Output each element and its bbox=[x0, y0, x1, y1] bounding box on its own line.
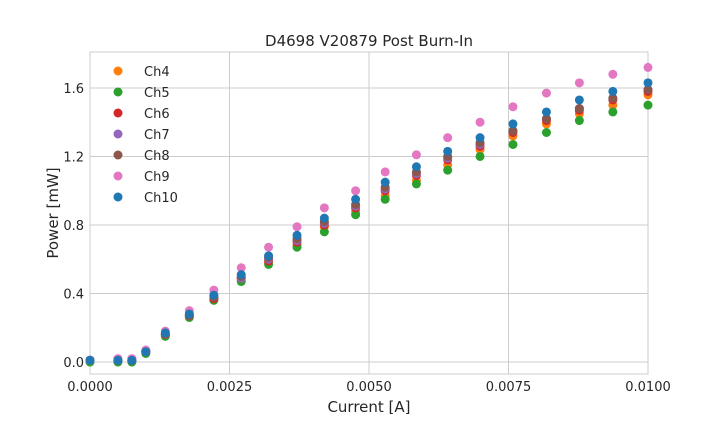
data-point-ch5 bbox=[319, 227, 329, 237]
data-point-ch10 bbox=[319, 213, 329, 223]
data-point-ch10 bbox=[443, 146, 453, 156]
legend-marker-ch10 bbox=[113, 192, 123, 202]
legend-label-ch5: Ch5 bbox=[144, 86, 170, 101]
data-point-ch8 bbox=[608, 93, 618, 103]
data-point-ch9 bbox=[643, 62, 653, 72]
legend-marker-ch8 bbox=[113, 150, 123, 160]
data-point-ch9 bbox=[292, 222, 302, 232]
data-point-ch10 bbox=[209, 290, 219, 300]
x-tick-label: 0.0075 bbox=[486, 380, 532, 395]
data-point-ch9 bbox=[574, 78, 584, 88]
legend-label-ch9: Ch9 bbox=[144, 170, 170, 185]
data-point-ch9 bbox=[475, 117, 485, 127]
legend-label-ch8: Ch8 bbox=[144, 149, 170, 164]
y-tick-label: 0.0 bbox=[63, 356, 84, 371]
data-point-ch10 bbox=[508, 119, 518, 129]
data-point-ch10 bbox=[292, 230, 302, 240]
data-point-ch9 bbox=[411, 150, 421, 160]
chart-title: D4698 V20879 Post Burn-In bbox=[265, 32, 473, 50]
data-point-ch8 bbox=[541, 114, 551, 124]
data-point-ch10 bbox=[127, 355, 137, 365]
data-point-ch10 bbox=[236, 270, 246, 280]
legend-label-ch7: Ch7 bbox=[144, 128, 170, 143]
data-points bbox=[85, 62, 653, 367]
data-point-ch5 bbox=[380, 194, 390, 204]
data-point-ch10 bbox=[574, 95, 584, 105]
ticks: 0.0000 0.0025 0.0050 0.0075 0.0100 0.0 0.4 0.8 1… bbox=[63, 82, 670, 395]
data-point-ch5 bbox=[608, 107, 618, 117]
x-axis-label: Current [A] bbox=[327, 398, 410, 416]
data-point-ch5 bbox=[351, 210, 361, 220]
legend-marker-ch9 bbox=[113, 171, 123, 181]
x-tick-label: 0.0025 bbox=[207, 380, 253, 395]
y-tick-label: 0.4 bbox=[63, 288, 84, 303]
data-point-ch5 bbox=[475, 151, 485, 161]
legend: Ch4 Ch5 Ch6 Ch7 Ch8 Ch9 Ch10 bbox=[113, 65, 178, 206]
data-point-ch10 bbox=[141, 347, 151, 357]
data-point-ch5 bbox=[574, 116, 584, 126]
data-point-ch9 bbox=[608, 69, 618, 79]
data-point-ch5 bbox=[541, 128, 551, 137]
x-tick-label: 0.0050 bbox=[346, 380, 392, 395]
x-tick-label: 0.0100 bbox=[625, 380, 671, 395]
data-point-ch8 bbox=[508, 126, 518, 136]
series-ch10 bbox=[85, 78, 653, 365]
legend-marker-ch4 bbox=[113, 66, 123, 76]
data-point-ch10 bbox=[608, 86, 618, 96]
data-point-ch10 bbox=[380, 177, 390, 187]
legend-marker-ch7 bbox=[113, 129, 123, 139]
x-tick-label: 0.0000 bbox=[67, 380, 113, 395]
data-point-ch10 bbox=[113, 355, 123, 365]
data-point-ch5 bbox=[643, 100, 653, 110]
legend-label-ch6: Ch6 bbox=[144, 107, 170, 122]
data-point-ch10 bbox=[85, 355, 95, 365]
legend-marker-ch5 bbox=[113, 87, 123, 97]
data-point-ch9 bbox=[264, 242, 274, 252]
data-point-ch10 bbox=[160, 328, 170, 338]
data-point-ch10 bbox=[411, 162, 421, 172]
data-point-ch10 bbox=[264, 251, 274, 261]
data-point-ch10 bbox=[475, 133, 485, 143]
data-point-ch10 bbox=[351, 194, 361, 204]
data-point-ch9 bbox=[236, 263, 246, 273]
data-point-ch5 bbox=[443, 165, 453, 175]
data-point-ch5 bbox=[411, 179, 421, 189]
data-point-ch8 bbox=[574, 104, 584, 114]
data-point-ch9 bbox=[443, 133, 453, 143]
data-point-ch9 bbox=[541, 88, 551, 98]
grid bbox=[89, 52, 649, 374]
data-point-ch9 bbox=[508, 102, 518, 112]
data-point-ch10 bbox=[643, 78, 653, 88]
data-point-ch10 bbox=[541, 107, 551, 117]
legend-label-ch10: Ch10 bbox=[144, 191, 178, 206]
legend-label-ch4: Ch4 bbox=[144, 65, 170, 80]
y-tick-label: 0.8 bbox=[63, 219, 84, 234]
data-point-ch9 bbox=[380, 167, 390, 177]
data-point-ch5 bbox=[508, 139, 518, 149]
y-tick-label: 1.2 bbox=[63, 150, 84, 165]
y-tick-label: 1.6 bbox=[63, 82, 84, 97]
data-point-ch8 bbox=[643, 85, 653, 95]
data-point-ch9 bbox=[319, 203, 329, 213]
legend-marker-ch6 bbox=[113, 108, 123, 118]
y-axis-label: Power [mW] bbox=[44, 167, 62, 258]
data-point-ch10 bbox=[184, 309, 194, 319]
data-point-ch9 bbox=[351, 186, 361, 196]
